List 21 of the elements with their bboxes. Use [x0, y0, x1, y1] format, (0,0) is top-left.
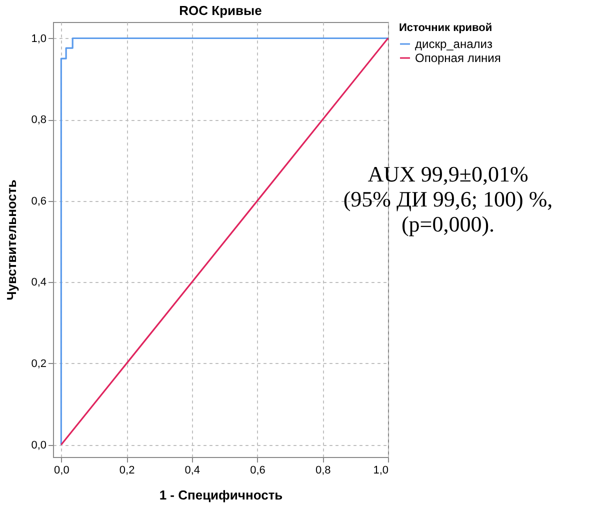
annotation: AUX 99,9±0,01%	[368, 162, 528, 186]
y-tick-label: 0,6	[31, 195, 46, 208]
x-tick-label: 1,0	[373, 464, 388, 476]
x-tick-label: 0,6	[250, 464, 266, 476]
chart-title: ROC Кривые	[179, 3, 262, 18]
x-tick-label: 0,4	[184, 464, 200, 476]
text: (p=0,000).	[401, 212, 495, 236]
legend-title: Источник кривой	[399, 22, 492, 34]
y-tick-label: 1,0	[31, 32, 46, 45]
legend-label: Опорная линия	[415, 51, 501, 65]
legend-label: дискр_анализ	[415, 37, 493, 51]
y-tick-label: 0,2	[31, 358, 46, 370]
y-axis-title: Чувствительность	[4, 180, 20, 300]
annotation: (95% ДИ 99,6; 100) %,	[343, 186, 553, 212]
x-tick-label: 0,2	[119, 464, 135, 476]
y-tick-label: 0,8	[31, 114, 46, 126]
y-tick-label: 0,0	[31, 439, 46, 452]
x-axis-title: 1 - Специфичность	[159, 488, 283, 502]
x-tick-label: 0,8	[315, 464, 331, 476]
y-tick-label: 0,4	[31, 276, 46, 289]
x-tick-label: 0,0	[54, 464, 70, 476]
